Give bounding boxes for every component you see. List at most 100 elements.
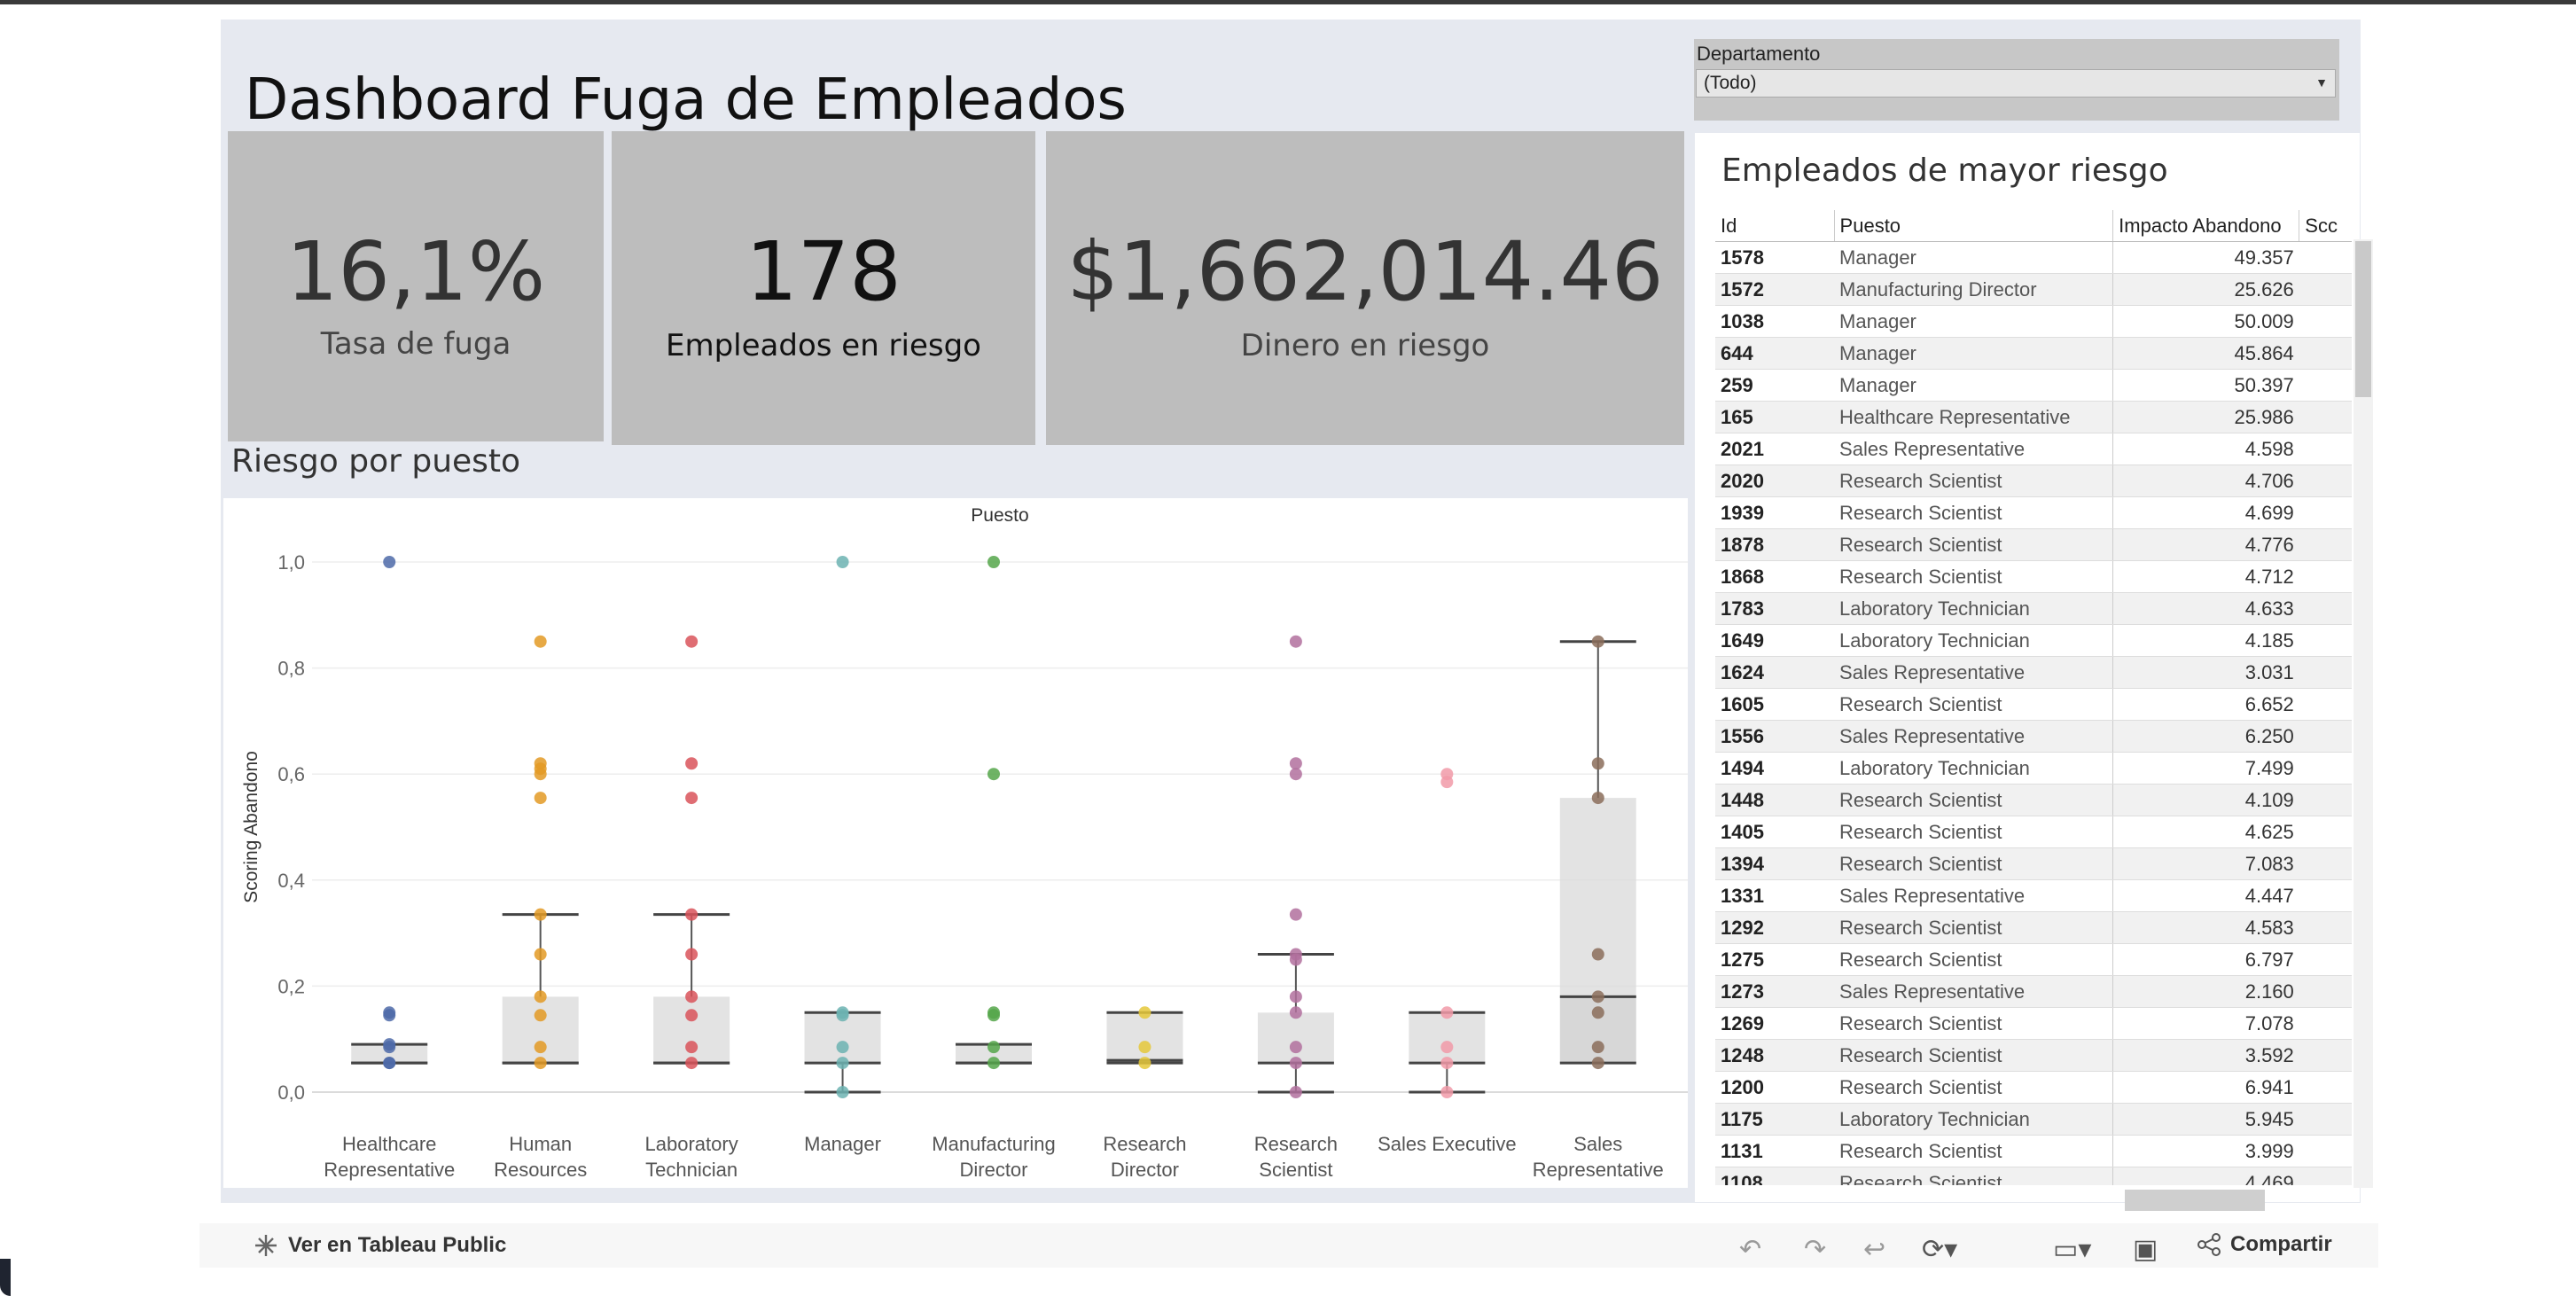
department-select[interactable]: (Todo) ▼ bbox=[1696, 69, 2336, 98]
redo-icon[interactable]: ↷ bbox=[1804, 1235, 1827, 1264]
view-on-tableau-public-link[interactable]: Ver en Tableau Public bbox=[253, 1232, 506, 1259]
table-row[interactable]: 1331 Sales Representative 4.447 bbox=[1715, 879, 2352, 912]
cell-id: 165 bbox=[1715, 401, 1835, 433]
box-upper bbox=[351, 1044, 428, 1064]
column-header-puesto[interactable]: Puesto bbox=[1834, 210, 2114, 242]
table-row[interactable]: 259 Manager 50.397 bbox=[1715, 369, 2352, 402]
data-point bbox=[1591, 990, 1604, 1003]
column-header-impacto[interactable]: Impacto Abandono bbox=[2112, 210, 2300, 242]
share-button[interactable]: Compartir bbox=[2197, 1232, 2332, 1257]
download-icon[interactable]: ▭▾ bbox=[2053, 1235, 2092, 1264]
table-row[interactable]: 1494 Laboratory Technician 7.499 bbox=[1715, 752, 2352, 785]
table-row[interactable]: 1649 Laboratory Technician 4.185 bbox=[1715, 624, 2352, 657]
cell-puesto: Research Scientist bbox=[1834, 496, 2114, 529]
cell-id: 1572 bbox=[1715, 273, 1835, 306]
table-scroll-thumb[interactable] bbox=[2355, 241, 2371, 397]
tableau-logo-icon bbox=[255, 1235, 277, 1256]
table-row[interactable]: 2021 Sales Representative 4.598 bbox=[1715, 433, 2352, 465]
cell-id: 2020 bbox=[1715, 465, 1835, 497]
table-row[interactable]: 1578 Manager 49.357 bbox=[1715, 241, 2352, 274]
data-point bbox=[383, 1057, 396, 1070]
undo-icon[interactable]: ↶ bbox=[1739, 1235, 1762, 1264]
table-row[interactable]: 1131 Research Scientist 3.999 bbox=[1715, 1135, 2352, 1167]
table-row[interactable]: 1273 Sales Representative 2.160 bbox=[1715, 975, 2352, 1008]
data-point bbox=[685, 792, 699, 805]
cell-id: 1131 bbox=[1715, 1135, 1835, 1167]
data-point bbox=[1591, 1041, 1604, 1054]
data-point bbox=[1289, 768, 1302, 781]
data-point bbox=[1591, 948, 1604, 961]
data-point bbox=[534, 990, 547, 1003]
table-row[interactable]: 1572 Manufacturing Director 25.626 bbox=[1715, 273, 2352, 306]
table-row[interactable]: 1868 Research Scientist 4.712 bbox=[1715, 560, 2352, 593]
table-row[interactable]: 1292 Research Scientist 4.583 bbox=[1715, 911, 2352, 944]
table-vertical-scrollbar[interactable] bbox=[2354, 239, 2373, 1188]
cell-puesto: Research Scientist bbox=[1834, 465, 2114, 497]
cell-puesto: Sales Representative bbox=[1834, 656, 2114, 689]
table-row[interactable]: 1405 Research Scientist 4.625 bbox=[1715, 816, 2352, 848]
data-point bbox=[685, 990, 699, 1003]
table-row[interactable]: 1269 Research Scientist 7.078 bbox=[1715, 1007, 2352, 1040]
cell-scoring bbox=[2299, 1071, 2352, 1104]
y-tick-label: 0,0 bbox=[277, 1081, 305, 1104]
high-risk-table[interactable]: Id Puesto Impacto Abandono Scc 1578 Manag… bbox=[1715, 210, 2352, 1185]
cell-scoring bbox=[2299, 401, 2352, 433]
table-row[interactable]: 165 Healthcare Representative 25.986 bbox=[1715, 401, 2352, 433]
data-point bbox=[1289, 1006, 1302, 1019]
table-row[interactable]: 1175 Laboratory Technician 5.945 bbox=[1715, 1103, 2352, 1136]
table-row[interactable]: 1248 Research Scientist 3.592 bbox=[1715, 1039, 2352, 1072]
y-axis-label: Scoring Abandono bbox=[241, 751, 262, 903]
fullscreen-icon[interactable]: ▣ bbox=[2133, 1235, 2158, 1264]
table-row[interactable]: 644 Manager 45.864 bbox=[1715, 337, 2352, 370]
cell-id: 1405 bbox=[1715, 816, 1835, 848]
cell-impacto: 4.625 bbox=[2112, 816, 2299, 848]
data-point bbox=[1591, 792, 1604, 805]
cell-puesto: Manager bbox=[1834, 369, 2114, 402]
risk-table-grid: Id Puesto Impacto Abandono Scc 1578 Manag… bbox=[1715, 210, 2352, 1185]
cell-impacto: 6.797 bbox=[2112, 943, 2299, 976]
kpi-label: Tasa de fuga bbox=[320, 326, 511, 362]
cell-puesto: Research Scientist bbox=[1834, 943, 2114, 976]
table-row[interactable]: 1624 Sales Representative 3.031 bbox=[1715, 656, 2352, 689]
table-row[interactable]: 1394 Research Scientist 7.083 bbox=[1715, 847, 2352, 880]
cell-scoring bbox=[2299, 975, 2352, 1008]
window-corner bbox=[0, 1259, 11, 1296]
risk-by-position-chart: Puesto Scoring Abandono 0,0 0,2 0,4 0,6 0,8 1,0… bbox=[223, 498, 1688, 1188]
data-point bbox=[1138, 1006, 1151, 1019]
table-row[interactable]: 1038 Manager 50.009 bbox=[1715, 305, 2352, 338]
cell-impacto: 2.160 bbox=[2112, 975, 2299, 1008]
cell-scoring bbox=[2299, 688, 2352, 721]
data-point bbox=[987, 1041, 1000, 1054]
cell-id: 2021 bbox=[1715, 433, 1835, 465]
cell-id: 1649 bbox=[1715, 624, 1835, 657]
table-horizontal-scroll-thumb[interactable] bbox=[2125, 1190, 2265, 1211]
refresh-icon[interactable]: ⟳▾ bbox=[1922, 1235, 1958, 1264]
cell-id: 1038 bbox=[1715, 305, 1835, 338]
table-row[interactable]: 2020 Research Scientist 4.706 bbox=[1715, 465, 2352, 497]
cell-puesto: Research Scientist bbox=[1834, 1167, 2114, 1185]
cell-scoring bbox=[2299, 1135, 2352, 1167]
table-row[interactable]: 1605 Research Scientist 6.652 bbox=[1715, 688, 2352, 721]
table-row[interactable]: 1939 Research Scientist 4.699 bbox=[1715, 496, 2352, 529]
column-header-scoring[interactable]: Scc bbox=[2299, 210, 2352, 242]
table-row[interactable]: 1200 Research Scientist 6.941 bbox=[1715, 1071, 2352, 1104]
kpi-tasa-fuga: 16,1% Tasa de fuga bbox=[228, 131, 604, 441]
table-row[interactable]: 1108 Research Scientist 4.469 bbox=[1715, 1167, 2352, 1185]
y-tick-label: 0,4 bbox=[277, 870, 305, 892]
box-upper bbox=[1559, 798, 1636, 997]
cell-impacto: 4.706 bbox=[2112, 465, 2299, 497]
table-row[interactable]: 1783 Laboratory Technician 4.633 bbox=[1715, 592, 2352, 625]
cell-scoring bbox=[2299, 1039, 2352, 1072]
table-row[interactable]: 1275 Research Scientist 6.797 bbox=[1715, 943, 2352, 976]
cell-puesto: Sales Representative bbox=[1834, 879, 2114, 912]
table-row[interactable]: 1878 Research Scientist 4.776 bbox=[1715, 528, 2352, 561]
cell-impacto: 49.357 bbox=[2112, 241, 2299, 274]
revert-icon[interactable]: ↩ bbox=[1863, 1235, 1886, 1264]
cell-id: 259 bbox=[1715, 369, 1835, 402]
cell-scoring bbox=[2299, 305, 2352, 338]
cell-impacto: 4.699 bbox=[2112, 496, 2299, 529]
table-row[interactable]: 1448 Research Scientist 4.109 bbox=[1715, 784, 2352, 816]
table-row[interactable]: 1556 Sales Representative 6.250 bbox=[1715, 720, 2352, 753]
column-header-id[interactable]: Id bbox=[1715, 210, 1835, 242]
y-tick-label: 0,6 bbox=[277, 763, 305, 785]
